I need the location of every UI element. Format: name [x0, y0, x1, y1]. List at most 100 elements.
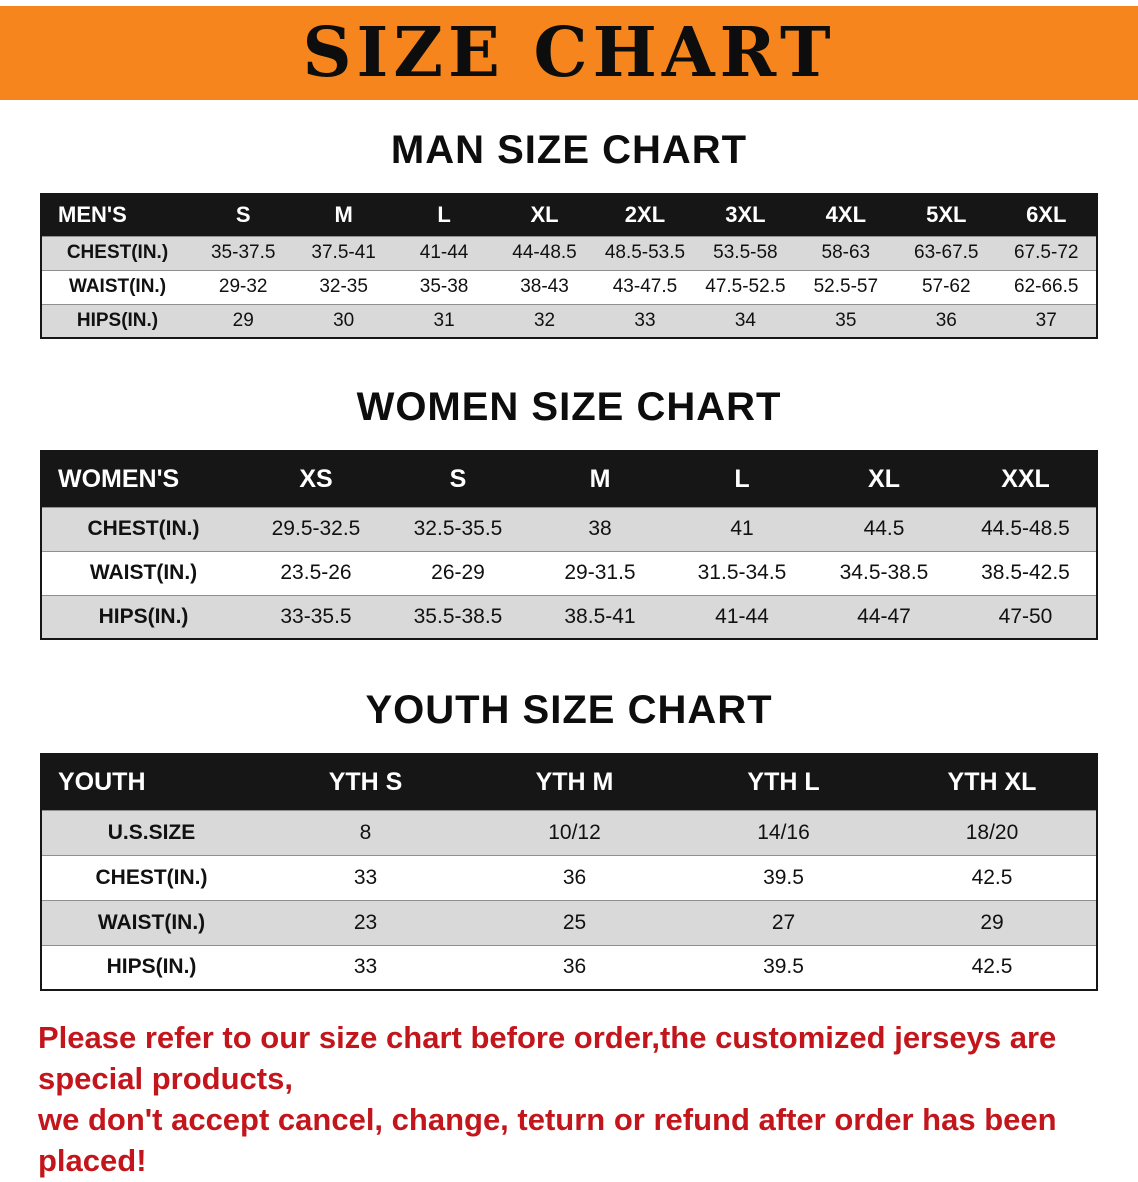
size-value: 44.5	[863, 517, 905, 540]
size-value: 33	[634, 309, 656, 331]
size-value: 41-44	[419, 242, 469, 263]
size-value: 32-35	[319, 276, 368, 297]
size-column-header: XXL	[955, 451, 1097, 507]
table-corner-label: WOMEN'S	[41, 451, 245, 507]
size-chart-page: SIZE CHART MAN SIZE CHART MEN'S S M L XL 2XL 3…	[0, 6, 1138, 1182]
size-value: 47.5-52.5	[705, 276, 786, 297]
size-value: 67.5-72	[1014, 242, 1079, 263]
table-row: HIPS(IN.) 33 36 39.5 42.5	[41, 945, 1097, 990]
size-value: 44-47	[857, 604, 911, 628]
table-row: HIPS(IN.) 29 30 31 32 33 34 35 36 37	[41, 304, 1097, 338]
size-column-header: M	[529, 451, 671, 507]
table-row: WAIST(IN.) 23 25 27 29	[41, 900, 1097, 945]
size-column-header: YTH L	[679, 754, 888, 810]
size-value: 33	[353, 955, 378, 979]
row-label: WAIST(IN.)	[68, 276, 167, 297]
size-value: 27	[771, 910, 796, 934]
size-value: 36	[562, 955, 587, 979]
size-value: 36	[562, 865, 587, 889]
women-size-table: WOMEN'S XS S M L XL XXL CHEST(IN.) 29.5-32.5 32.5…	[40, 450, 1098, 640]
youth-section-heading: YOUTH SIZE CHART	[365, 688, 773, 732]
table-header-row: YOUTH YTH S YTH M YTH L YTH XL	[41, 754, 1097, 810]
size-value: 33-35.5	[280, 604, 352, 628]
size-value: 10/12	[548, 820, 601, 844]
table-header-row: MEN'S S M L XL 2XL 3XL 4XL 5XL 6XL	[41, 194, 1097, 236]
size-value: 44.5-48.5	[981, 517, 1070, 540]
size-value: 39.5	[763, 865, 804, 889]
size-value: 35	[835, 309, 857, 331]
size-value: 31.5-34.5	[697, 561, 787, 584]
size-value: 37	[1035, 309, 1057, 331]
table-header-row: WOMEN'S XS S M L XL XXL	[41, 451, 1097, 507]
size-value: 29-32	[218, 276, 268, 297]
table-row: CHEST(IN.) 35-37.5 37.5-41 41-44 44-48.5 48.5…	[41, 236, 1097, 270]
size-column-header: YTH M	[470, 754, 679, 810]
size-value: 35-37.5	[210, 242, 276, 263]
size-value: 18/20	[965, 820, 1019, 844]
size-value: 58-63	[821, 242, 871, 263]
size-value: 43-47.5	[612, 276, 678, 297]
size-column-header: 2XL	[594, 194, 696, 236]
size-value: 30	[333, 309, 355, 331]
size-value: 29	[232, 309, 254, 331]
size-value: 25	[562, 910, 587, 934]
size-value: 29.5-32.5	[271, 517, 361, 540]
size-column-header: YTH S	[261, 754, 470, 810]
size-value: 35.5-38.5	[413, 604, 503, 628]
table-row: HIPS(IN.) 33-35.5 35.5-38.5 38.5-41 41-44 44-…	[41, 595, 1097, 639]
size-column-header: 5XL	[896, 194, 997, 236]
size-value: 42.5	[971, 865, 1013, 889]
table-corner-label: YOUTH	[41, 754, 261, 810]
table-row: CHEST(IN.) 33 36 39.5 42.5	[41, 855, 1097, 900]
size-value: 41-44	[715, 604, 769, 628]
row-label: HIPS(IN.)	[106, 955, 197, 979]
size-value: 41	[730, 517, 754, 540]
size-value: 38.5-41	[564, 604, 636, 628]
size-value: 52.5-57	[813, 276, 879, 297]
disclaimer-line-1: Please refer to our size chart before or…	[38, 1020, 1057, 1096]
size-value: 23.5-26	[280, 561, 352, 584]
size-column-header: 6XL	[996, 194, 1097, 236]
size-value: 14/16	[757, 820, 810, 844]
size-value: 31	[433, 309, 455, 331]
row-label: U.S.SIZE	[107, 820, 196, 844]
banner: SIZE CHART	[0, 6, 1138, 100]
row-label: CHEST(IN.)	[87, 517, 200, 540]
table-corner-label: MEN'S	[41, 194, 193, 236]
row-label: WAIST(IN.)	[89, 561, 198, 584]
size-column-header: XL	[813, 451, 955, 507]
size-value: 48.5-53.5	[604, 242, 686, 263]
size-value: 38	[588, 517, 612, 540]
size-column-header: S	[193, 194, 294, 236]
size-value: 37.5-41	[311, 242, 376, 263]
disclaimer-note: Please refer to our size chart before or…	[38, 1018, 1118, 1182]
disclaimer-line-2: we don't accept cancel, change, teturn o…	[38, 1101, 1057, 1178]
size-value: 33	[353, 865, 378, 889]
row-label: HIPS(IN.)	[76, 309, 159, 331]
table-row: U.S.SIZE 8 10/12 14/16 18/20	[41, 810, 1097, 855]
women-section-heading: WOMEN SIZE CHART	[356, 385, 782, 429]
size-column-header: M	[293, 194, 394, 236]
youth-size-table: YOUTH YTH S YTH M YTH L YTH XL U.S.SIZE 8 10/12…	[40, 753, 1098, 991]
size-value: 38-43	[520, 276, 569, 297]
size-value: 34	[734, 309, 756, 331]
size-value: 63-67.5	[914, 242, 979, 263]
row-label: CHEST(IN.)	[66, 242, 169, 263]
men-size-section: MAN SIZE CHART MEN'S S M L XL 2XL 3XL 4XL 5XL 6XL…	[0, 128, 1138, 339]
table-row: WAIST(IN.) 29-32 32-35 35-38 38-43 43-47.5 47.…	[41, 270, 1097, 304]
row-label: CHEST(IN.)	[95, 865, 208, 889]
size-value: 32	[533, 309, 556, 331]
size-value: 44-48.5	[512, 242, 577, 263]
youth-size-section: YOUTH SIZE CHART YOUTH YTH S YTH M YTH L YTH…	[0, 688, 1138, 991]
size-value: 29	[980, 910, 1004, 934]
size-column-header: 3XL	[695, 194, 796, 236]
size-value: 36	[935, 309, 957, 331]
size-column-header: YTH XL	[888, 754, 1097, 810]
size-value: 57-62	[921, 276, 971, 297]
size-value: 34.5-38.5	[839, 561, 929, 584]
size-value: 62-66.5	[1014, 276, 1079, 297]
size-column-header: L	[671, 451, 813, 507]
size-value: 35-38	[419, 276, 469, 297]
men-section-heading: MAN SIZE CHART	[390, 128, 748, 172]
size-value: 29-31.5	[564, 561, 636, 584]
